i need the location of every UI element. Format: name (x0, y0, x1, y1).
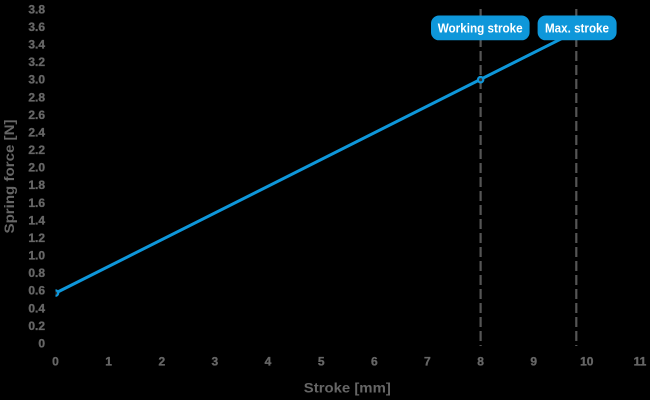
svg-text:Stroke [mm]: Stroke [mm] (304, 380, 391, 396)
svg-text:8: 8 (477, 355, 484, 369)
svg-text:7: 7 (424, 355, 431, 369)
svg-text:1.4: 1.4 (28, 213, 45, 227)
svg-text:1.0: 1.0 (28, 249, 45, 263)
svg-text:11: 11 (634, 355, 647, 369)
svg-text:0: 0 (38, 337, 45, 351)
svg-text:2: 2 (158, 355, 165, 369)
svg-text:2.0: 2.0 (28, 161, 45, 175)
svg-text:5: 5 (318, 355, 325, 369)
svg-text:2.4: 2.4 (28, 126, 45, 140)
svg-text:0.4: 0.4 (28, 301, 45, 315)
svg-text:4: 4 (265, 355, 272, 369)
svg-text:Working stroke: Working stroke (438, 21, 523, 36)
svg-text:3.6: 3.6 (28, 20, 45, 34)
svg-text:10: 10 (580, 355, 594, 369)
svg-text:2.6: 2.6 (28, 108, 45, 122)
svg-text:3.8: 3.8 (28, 2, 45, 16)
svg-text:0.2: 0.2 (28, 319, 45, 333)
svg-text:3.0: 3.0 (28, 73, 45, 87)
svg-text:3.2: 3.2 (28, 55, 45, 69)
svg-text:Max. stroke: Max. stroke (545, 21, 609, 36)
svg-text:2.2: 2.2 (28, 143, 45, 157)
svg-text:2.8: 2.8 (28, 90, 45, 104)
svg-text:1: 1 (105, 355, 112, 369)
svg-text:0.6: 0.6 (28, 284, 45, 298)
svg-text:6: 6 (371, 355, 378, 369)
svg-text:0: 0 (52, 355, 59, 369)
svg-text:1.6: 1.6 (28, 196, 45, 210)
svg-text:Spring force [N]: Spring force [N] (1, 120, 17, 234)
svg-text:3.4: 3.4 (28, 38, 45, 52)
svg-text:1.8: 1.8 (28, 178, 45, 192)
svg-text:1.2: 1.2 (28, 231, 45, 245)
svg-text:9: 9 (530, 355, 537, 369)
svg-text:3: 3 (212, 355, 219, 369)
svg-text:0.8: 0.8 (28, 266, 45, 280)
